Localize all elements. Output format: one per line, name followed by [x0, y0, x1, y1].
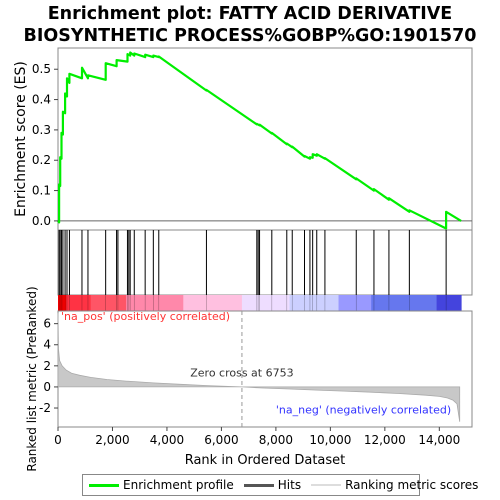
es-y-tick-label: 0.0 — [32, 214, 51, 228]
rank-gradient-segment — [126, 295, 184, 311]
legend-item-es: Enrichment profile — [89, 478, 234, 492]
es-plot-frame — [57, 47, 473, 231]
rank-gradient-segment — [241, 295, 291, 311]
legend-label-hits: Hits — [277, 478, 302, 492]
rank-gradient-segment — [58, 295, 67, 311]
metric-frame — [57, 310, 473, 428]
rank-gradient-segment — [371, 295, 438, 311]
es-y-tick-label: 0.2 — [32, 153, 51, 167]
x-tick-label: 4,000 — [150, 433, 184, 447]
es-y-tick-label: 0.1 — [32, 184, 51, 198]
hits-frame — [57, 229, 473, 296]
x-tick-label: 10,000 — [309, 433, 351, 447]
rank-gradient-segment — [66, 295, 92, 311]
legend-label-es: Enrichment profile — [123, 478, 234, 492]
chart-title: Enrichment plot: FATTY ACID DERIVATIVE B… — [0, 3, 500, 47]
rank-gradient-segment — [90, 295, 127, 311]
axes-text: 0.0 0.1 0.2 0.3 0.4 0.5 Zero cross at 6753 'na_… — [13, 61, 460, 472]
x-tick-label: 12,000 — [364, 433, 406, 447]
legend-swatch-metric — [311, 484, 342, 486]
chart-title-line1: Enrichment plot: FATTY ACID DERIVATIVE — [47, 4, 453, 24]
x-tick-label: 8,000 — [259, 433, 293, 447]
legend-item-hits: Hits — [243, 478, 302, 492]
es-y-tick-label: 0.4 — [32, 93, 51, 107]
zero-cross-label: Zero cross at 6753 — [190, 366, 293, 379]
x-tick-label: 0 — [54, 433, 62, 447]
metric-y-tick-label: 4 — [43, 338, 51, 352]
ranked-metric-area — [57, 313, 461, 422]
metric-y-axis-label: Ranked list metric (PreRanked) — [25, 286, 39, 471]
hits-panel — [57, 229, 473, 311]
rank-gradient-segment — [183, 295, 243, 311]
neg-correlated-label: 'na_neg' (negatively correlated) — [276, 403, 451, 416]
rank-gradient-segment — [436, 295, 462, 311]
metric-y-tick-label: 0 — [43, 380, 51, 394]
es-y-axis-label: Enrichment score (ES) — [13, 61, 29, 217]
es-panel — [54, 47, 473, 231]
es-profile-line — [57, 51, 462, 230]
metric-panel — [54, 310, 473, 431]
legend-label-metric: Ranking metric scores — [345, 478, 479, 492]
x-tick-label: 14,000 — [418, 433, 460, 447]
x-tick-label: 2,000 — [95, 433, 129, 447]
legend-item-metric: Ranking metric scores — [311, 478, 478, 492]
metric-y-tick-label: 2 — [43, 359, 51, 373]
legend: Enrichment profile Hits Ranking metric s… — [82, 474, 478, 496]
metric-y-tick-label: -2 — [39, 401, 51, 415]
es-y-tick-label: 0.5 — [32, 62, 51, 76]
x-tick-label: 6,000 — [204, 433, 238, 447]
legend-swatch-hits — [243, 483, 274, 487]
es-y-tick-label: 0.3 — [32, 123, 51, 137]
rank-gradient-segment — [338, 295, 372, 311]
legend-swatch-es — [89, 483, 119, 487]
chart-title-line2: BIOSYNTHETIC PROCESS%GOBP%GO:1901570 — [23, 26, 477, 46]
rank-gradient-segment — [289, 295, 340, 311]
metric-y-tick-label: 6 — [43, 317, 51, 331]
x-axis-label: Rank in Ordered Dataset — [185, 453, 346, 468]
pos-correlated-label: 'na_pos' (positively correlated) — [61, 310, 230, 323]
